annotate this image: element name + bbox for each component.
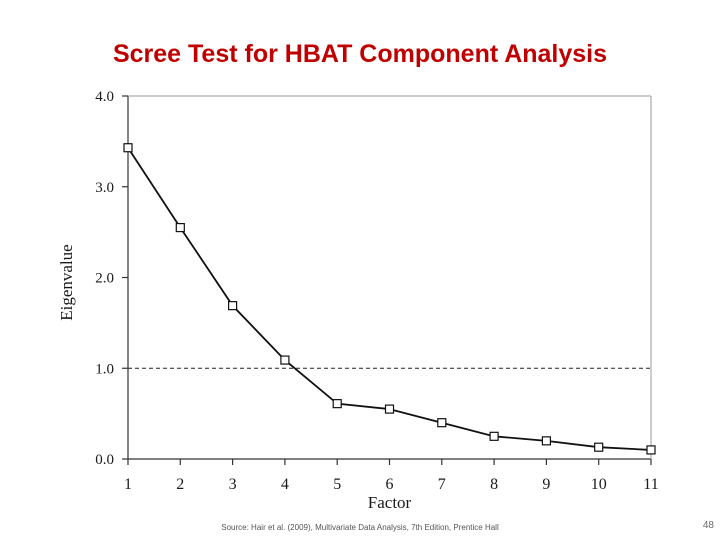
x-tick-label: 5 <box>333 476 341 493</box>
x-tick-label: 1 <box>124 476 132 493</box>
x-axis-label: Factor <box>368 493 412 512</box>
x-tick-label: 11 <box>643 476 658 493</box>
data-points <box>123 143 656 455</box>
y-tick-label: 4.0 <box>95 89 114 105</box>
y-axis-label: Eigenvalue <box>57 244 76 320</box>
axes <box>122 95 652 465</box>
tick-labels: 0.0 1.0 2.0 3.0 4.0 1 2 3 4 5 6 7 8 9 10 11 Factor Eigenv… <box>57 89 659 512</box>
y-tick-label: 1.0 <box>95 361 114 377</box>
slide-title: Scree Test for HBAT Component Analysis <box>112 40 608 68</box>
data-point-marker <box>228 301 238 311</box>
x-tick-label: 2 <box>176 476 184 493</box>
data-point-marker <box>384 404 395 414</box>
data-point-marker <box>123 143 133 153</box>
slide-number: 48 <box>702 520 714 531</box>
y-tick-label: 3.0 <box>95 180 114 196</box>
source-note: Source: Hair et al. (2009), Multivariate… <box>221 523 499 532</box>
y-tick-label: 2.0 <box>95 271 114 287</box>
data-point-marker <box>175 222 185 233</box>
y-tick-label: 0.0 <box>95 452 114 468</box>
x-tick-label: 7 <box>438 476 446 493</box>
data-point-marker <box>280 355 290 365</box>
x-tick-label: 10 <box>591 476 607 493</box>
data-point-marker <box>437 418 447 428</box>
x-tick-label: 6 <box>386 476 394 493</box>
data-point-marker <box>489 431 499 441</box>
x-tick-label: 4 <box>281 476 289 493</box>
data-point-marker <box>541 436 552 446</box>
data-point-marker <box>594 442 604 452</box>
x-tick-label: 8 <box>490 476 498 493</box>
data-point-marker <box>332 399 342 409</box>
data-point-marker <box>646 445 656 455</box>
x-tick-label: 3 <box>229 476 237 493</box>
x-tick-label: 9 <box>542 476 550 493</box>
